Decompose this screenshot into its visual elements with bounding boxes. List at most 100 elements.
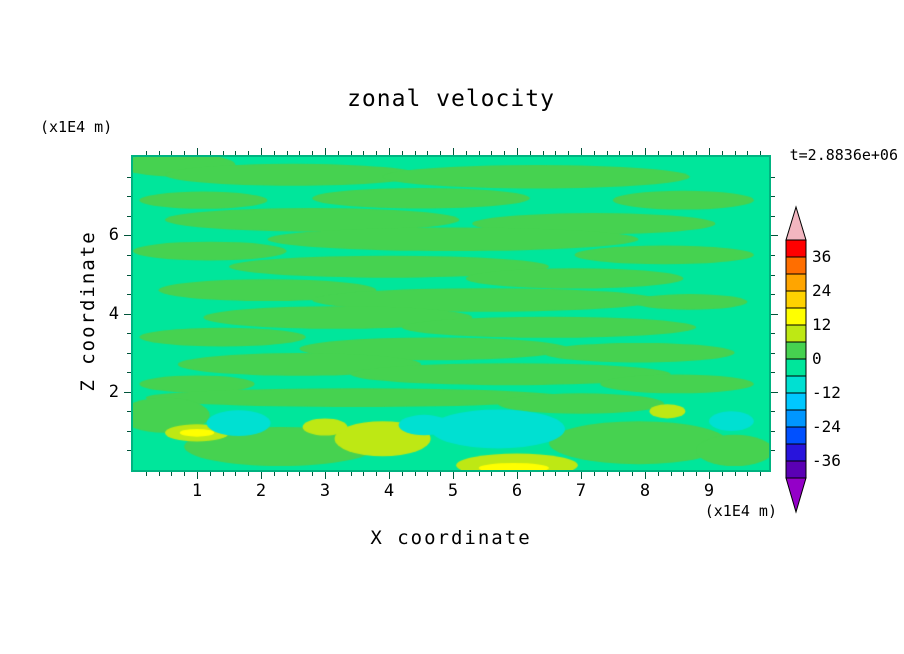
tick-mark <box>184 151 185 155</box>
tick-mark <box>771 314 778 315</box>
tick-mark <box>235 472 236 476</box>
x-tick-label: 2 <box>255 481 267 501</box>
tick-mark <box>568 151 569 155</box>
tick-mark <box>771 431 775 432</box>
colorbar-label: -36 <box>812 451 841 470</box>
colorbar-over-arrow <box>785 205 807 241</box>
colorbar-label: 24 <box>812 281 832 300</box>
x-tick-label: 6 <box>511 481 523 501</box>
tick-mark <box>223 151 224 155</box>
tick-mark <box>312 472 313 476</box>
colorbar-label: -24 <box>812 417 841 436</box>
colorbar-segment <box>785 324 807 343</box>
colorbar-segment <box>785 409 807 428</box>
colorbar-segment <box>785 460 807 479</box>
colorbar-segment <box>785 443 807 462</box>
tick-mark <box>771 255 775 256</box>
tick-mark <box>127 333 131 334</box>
tick-mark <box>530 472 531 476</box>
tick-mark <box>351 151 352 155</box>
tick-mark <box>440 151 441 155</box>
tick-mark <box>735 151 736 155</box>
time-annotation: t=2.8836e+06 <box>789 146 898 164</box>
tick-mark <box>696 151 697 155</box>
tick-mark <box>197 148 198 155</box>
tick-mark <box>274 472 275 476</box>
tick-mark <box>440 472 441 476</box>
tick-mark <box>325 148 326 155</box>
tick-mark <box>124 392 131 393</box>
tick-mark <box>747 472 748 476</box>
tick-mark <box>146 472 147 476</box>
tick-mark <box>127 353 131 354</box>
tick-mark <box>127 196 131 197</box>
tick-mark <box>197 472 198 479</box>
colorbar-segment <box>785 375 807 394</box>
tick-mark <box>312 151 313 155</box>
tick-mark <box>645 472 646 479</box>
tick-mark <box>415 472 416 476</box>
tick-mark <box>771 411 775 412</box>
tick-mark <box>299 472 300 476</box>
tick-mark <box>466 151 467 155</box>
tick-mark <box>504 472 505 476</box>
tick-mark <box>210 151 211 155</box>
x-tick-label: 7 <box>575 481 587 501</box>
tick-mark <box>287 151 288 155</box>
x-tick-label: 1 <box>191 481 203 501</box>
tick-mark <box>491 472 492 476</box>
tick-mark <box>771 235 778 236</box>
colorbar-label: 0 <box>812 349 822 368</box>
tick-mark <box>171 151 172 155</box>
tick-mark <box>127 255 131 256</box>
tick-mark <box>517 148 518 155</box>
tick-mark <box>127 177 131 178</box>
tick-mark <box>415 151 416 155</box>
tick-mark <box>479 151 480 155</box>
tick-mark <box>517 472 518 479</box>
tick-mark <box>771 275 775 276</box>
tick-mark <box>709 472 710 479</box>
tick-mark <box>760 472 761 476</box>
x-axis-title: X coordinate <box>370 527 532 549</box>
tick-mark <box>581 148 582 155</box>
tick-mark <box>146 151 147 155</box>
tick-mark <box>530 151 531 155</box>
tick-mark <box>453 472 454 479</box>
tick-mark <box>771 177 775 178</box>
tick-mark <box>760 151 761 155</box>
tick-mark <box>771 196 775 197</box>
x-axis-unit: (x1E4 m) <box>704 502 777 520</box>
tick-mark <box>671 151 672 155</box>
tick-mark <box>683 472 684 476</box>
colorbar-label: 12 <box>812 315 832 334</box>
tick-mark <box>299 151 300 155</box>
tick-mark <box>389 472 390 479</box>
tick-mark <box>771 333 775 334</box>
contour-field-canvas <box>133 157 769 470</box>
tick-mark <box>555 472 556 476</box>
tick-mark <box>658 472 659 476</box>
plot-title: zonal velocity <box>347 86 555 112</box>
tick-mark <box>210 472 211 476</box>
tick-mark <box>607 151 608 155</box>
tick-mark <box>619 472 620 476</box>
tick-mark <box>363 472 364 476</box>
tick-mark <box>504 151 505 155</box>
colorbar-segment <box>785 290 807 309</box>
colorbar-segment <box>785 426 807 445</box>
tick-mark <box>184 472 185 476</box>
tick-mark <box>402 151 403 155</box>
tick-mark <box>771 294 775 295</box>
tick-mark <box>427 472 428 476</box>
colorbar-segment <box>785 392 807 411</box>
tick-mark <box>127 275 131 276</box>
tick-mark <box>127 431 131 432</box>
tick-mark <box>159 151 160 155</box>
tick-mark <box>594 151 595 155</box>
plot-area <box>131 155 771 472</box>
tick-mark <box>771 450 775 451</box>
tick-mark <box>351 472 352 476</box>
tick-mark <box>223 472 224 476</box>
